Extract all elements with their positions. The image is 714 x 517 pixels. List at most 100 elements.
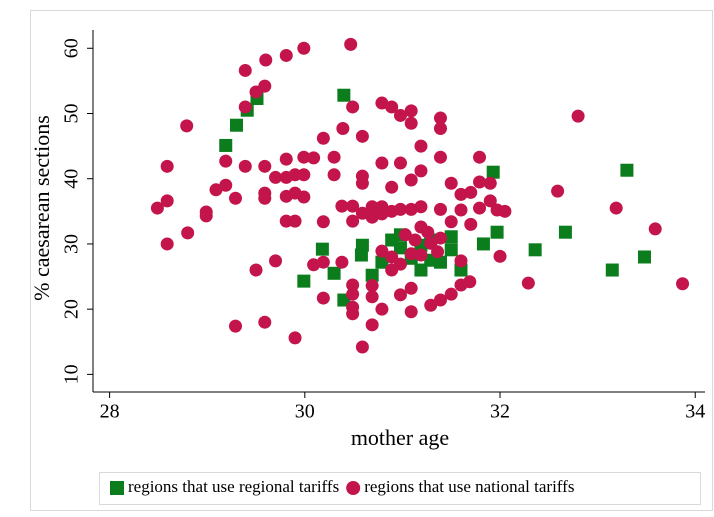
y-tick-label: 10	[61, 364, 83, 384]
point	[454, 263, 468, 277]
point	[464, 185, 478, 199]
point	[444, 243, 458, 257]
point	[316, 291, 330, 305]
point	[454, 254, 468, 268]
point	[551, 184, 565, 198]
point	[433, 202, 447, 216]
point	[433, 231, 447, 245]
y-tick-label: 40	[61, 169, 83, 189]
point	[297, 168, 311, 182]
point	[433, 293, 447, 307]
point	[288, 331, 302, 345]
point	[209, 183, 223, 197]
point	[404, 116, 418, 130]
point	[181, 226, 195, 240]
point	[258, 79, 272, 93]
point	[414, 248, 428, 262]
point	[393, 108, 407, 122]
point	[486, 165, 500, 179]
point	[297, 150, 311, 164]
point	[307, 151, 321, 165]
point	[404, 173, 418, 187]
x-tick-label: 32	[490, 401, 510, 423]
point	[346, 100, 360, 114]
x-tick-label: 30	[295, 401, 315, 423]
point	[336, 121, 350, 135]
point	[365, 290, 379, 304]
point	[558, 225, 572, 239]
point	[473, 201, 487, 215]
point	[424, 298, 438, 312]
point	[385, 100, 399, 114]
point	[463, 275, 477, 289]
point	[473, 175, 487, 189]
point	[219, 178, 233, 192]
point	[238, 100, 252, 114]
y-tick-label: 30	[61, 234, 83, 254]
point	[365, 268, 379, 282]
point	[609, 201, 623, 215]
point	[404, 281, 418, 295]
point	[444, 287, 458, 301]
point	[637, 250, 651, 264]
point	[219, 154, 233, 168]
chart-frame	[30, 10, 713, 511]
point	[375, 302, 389, 316]
point	[160, 237, 174, 251]
point	[483, 176, 497, 190]
point	[269, 170, 283, 184]
point	[408, 233, 422, 247]
point	[288, 214, 302, 228]
point	[431, 245, 445, 259]
point	[365, 210, 379, 224]
point	[393, 202, 407, 216]
point	[620, 163, 634, 177]
x-tick-label: 34	[685, 401, 705, 423]
point	[238, 159, 252, 173]
point	[335, 199, 349, 213]
point	[316, 215, 330, 229]
point	[355, 238, 369, 252]
point	[346, 278, 360, 292]
point	[404, 305, 418, 319]
point	[316, 131, 330, 145]
point	[327, 150, 341, 164]
point	[269, 254, 283, 268]
point	[433, 255, 447, 269]
point	[404, 202, 418, 216]
point	[327, 266, 341, 280]
point	[605, 263, 619, 277]
point	[335, 255, 349, 269]
point	[393, 257, 407, 271]
point	[375, 255, 389, 269]
point	[414, 139, 428, 153]
point	[346, 307, 360, 321]
point	[316, 255, 330, 269]
point	[365, 318, 379, 332]
point	[297, 41, 311, 55]
y-tick-label: 20	[61, 299, 83, 319]
point	[444, 215, 458, 229]
point	[490, 225, 504, 239]
point	[483, 194, 497, 208]
point	[375, 96, 389, 110]
point	[160, 194, 174, 208]
legend: regions that use regional tariffs regions…	[110, 477, 574, 496]
point	[180, 119, 194, 133]
legend-marker	[110, 481, 124, 495]
point	[258, 159, 272, 173]
point	[528, 243, 542, 257]
point	[279, 152, 293, 166]
x-tick-label: 28	[100, 401, 120, 423]
point	[307, 258, 321, 272]
point	[279, 48, 293, 62]
point	[385, 250, 399, 264]
point	[393, 241, 407, 255]
point	[150, 201, 164, 215]
point	[421, 225, 435, 239]
point	[521, 276, 535, 290]
point	[238, 63, 252, 77]
point	[160, 159, 174, 173]
point	[375, 156, 389, 170]
point	[464, 217, 478, 231]
